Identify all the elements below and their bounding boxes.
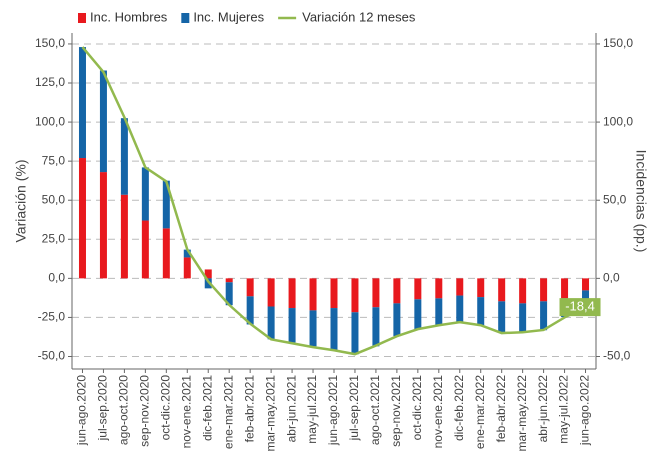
bar [540, 278, 548, 302]
legend-swatch [78, 13, 86, 23]
bar [99, 172, 107, 279]
x-tick-label: ago-oct.2020 [117, 375, 131, 445]
x-tick-label: ene-mar.2021 [221, 375, 235, 449]
legend-swatch [181, 13, 190, 23]
bar [309, 310, 317, 347]
value-label: -18,4 [565, 299, 595, 314]
bar [372, 307, 380, 347]
y-tick-label: 25,0 [42, 231, 66, 245]
bar [519, 278, 527, 304]
bar [435, 298, 443, 325]
x-tick-label: abr-jun.2022 [536, 375, 550, 443]
x-tick-label: jul-sep.2021 [347, 375, 361, 442]
bar [141, 167, 149, 221]
x-tick-label: abr-jun.2021 [284, 375, 298, 443]
bar [183, 249, 191, 258]
y-axis-label: Variación (%) [13, 160, 29, 243]
bar [393, 278, 401, 304]
x-tick-label: jun-ago.2020 [75, 375, 89, 446]
bar [540, 301, 548, 331]
bar [372, 278, 380, 308]
bar [498, 278, 506, 302]
y-tick-label: 0,0 [48, 271, 65, 285]
y2-tick-label: 50,0 [603, 192, 627, 206]
x-tick-label: jul-sep.2020 [96, 375, 110, 442]
y2-tick-label: 100,0 [603, 114, 633, 128]
legend-label: Variación 12 meses [302, 9, 416, 24]
bar [162, 180, 170, 229]
legend-label: Inc. Mujeres [193, 9, 264, 24]
x-tick-label: jun-ago.2022 [578, 375, 592, 446]
bar [120, 118, 128, 195]
x-tick-label: dic-feb.2021 [200, 375, 214, 441]
bar [246, 296, 254, 325]
bar [225, 278, 233, 283]
bar [435, 278, 443, 299]
bar [162, 228, 170, 279]
x-tick-label: sep-nov.2021 [389, 375, 403, 447]
bar [78, 158, 86, 279]
bar [414, 278, 422, 300]
x-tick-label: oct-dic.2020 [158, 375, 172, 441]
bar [393, 303, 401, 337]
y-tick-label: 75,0 [42, 153, 66, 167]
x-tick-label: jun-ago.2021 [326, 375, 340, 446]
bar [351, 278, 359, 313]
bar [477, 278, 485, 298]
x-tick-label: oct-dic.2021 [410, 375, 424, 441]
legend-label: Inc. Hombres [90, 9, 168, 24]
bar [246, 278, 254, 297]
bar [519, 303, 527, 333]
x-tick-label: mar-may.2021 [263, 375, 277, 452]
y-tick-label: 100,0 [35, 114, 65, 128]
bar [330, 308, 338, 351]
bar [267, 306, 275, 340]
bar [351, 312, 359, 355]
bar [330, 278, 338, 309]
y2-tick-label: 150,0 [603, 36, 633, 50]
x-tick-label: ago-oct.2021 [368, 375, 382, 445]
x-tick-label: may-jul.2022 [557, 375, 571, 444]
bar [267, 278, 275, 307]
bar [561, 278, 569, 299]
bar [414, 299, 422, 329]
x-tick-label: nov-ene.2021 [431, 375, 445, 449]
line [81, 46, 587, 356]
bar [288, 308, 296, 343]
bar [456, 278, 464, 296]
y-tick-label: 50,0 [42, 192, 66, 206]
bar [141, 220, 149, 279]
bar [582, 278, 590, 291]
x-tick-label: feb-abr.2022 [494, 375, 508, 443]
bar [183, 257, 191, 279]
y2-axis-label: Incidencias (pp.) [633, 150, 649, 253]
x-tick-label: mar-may.2022 [515, 375, 529, 452]
y-tick-label: -50,0 [38, 349, 66, 363]
y2-tick-label: 0,0 [603, 271, 620, 285]
y2-tick-label: -50,0 [603, 349, 631, 363]
x-tick-label: feb-abr.2021 [242, 375, 256, 443]
x-tick-label: ene-mar.2022 [473, 375, 487, 449]
y-tick-label: -25,0 [38, 310, 66, 324]
bar [225, 282, 233, 306]
x-tick-label: nov-ene.2021 [179, 375, 193, 449]
bar [498, 301, 506, 333]
y-tick-label: 125,0 [35, 75, 65, 89]
value-label-box [559, 298, 601, 317]
bar [204, 269, 212, 279]
x-tick-label: may-jul.2021 [305, 375, 319, 444]
bar [477, 297, 485, 326]
bar [99, 70, 107, 173]
bar [78, 47, 86, 159]
x-tick-label: sep-nov.2020 [138, 375, 152, 447]
y-tick-label: 150,0 [35, 36, 65, 50]
bar [309, 278, 317, 311]
x-tick-label: dic-feb.2022 [452, 375, 466, 441]
bar [120, 194, 128, 279]
bar [456, 295, 464, 323]
bar [288, 278, 296, 309]
